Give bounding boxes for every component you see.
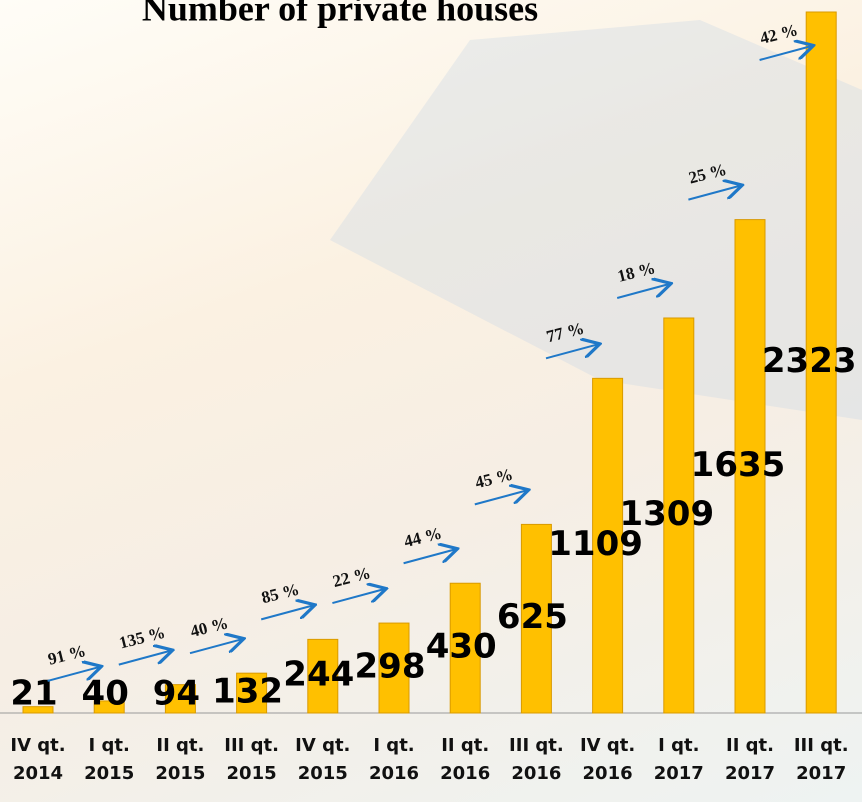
x-tick-label: III qt. 2016	[509, 735, 564, 784]
x-tick-label: IV qt. 2015	[295, 735, 351, 784]
value-label: 298	[355, 647, 426, 687]
bar	[734, 219, 766, 714]
chart-title: Number of private houses	[142, 0, 538, 28]
value-label: 244	[283, 655, 354, 695]
bar	[378, 622, 410, 714]
x-tick-label: I qt. 2017	[653, 735, 704, 784]
value-label: 1309	[619, 494, 714, 534]
growth-arrow	[332, 589, 384, 605]
growth-label: 44 %	[402, 523, 444, 551]
bar	[236, 672, 268, 714]
x-tick-label: II qt. 2016	[440, 735, 491, 784]
growth-arrow	[260, 605, 313, 621]
value-label: 430	[426, 627, 497, 667]
growth-label: 135 %	[117, 623, 167, 653]
x-tick-label: II qt. 2017	[724, 735, 776, 784]
x-tick-label: IV qt. 2016	[579, 735, 636, 784]
value-label: 625	[497, 597, 568, 637]
growth-arrow	[47, 667, 100, 682]
bar	[307, 638, 339, 714]
value-label: 132	[212, 672, 283, 712]
growth-arrow	[403, 549, 456, 565]
growth-arrow	[688, 186, 740, 201]
bar	[22, 706, 54, 714]
value-label: 2323	[762, 341, 857, 381]
value-label: 1635	[691, 445, 786, 485]
roof-decor	[330, 20, 862, 420]
growth-arrow	[189, 639, 242, 655]
growth-arrow	[118, 651, 171, 666]
x-tick-label: I qt. 2016	[368, 735, 420, 784]
growth-arrow	[545, 344, 598, 360]
bar	[93, 700, 125, 714]
growth-arrow	[616, 284, 669, 299]
bar	[663, 317, 695, 714]
bar	[805, 11, 837, 714]
x-tick-label: IV qt. 2014	[10, 735, 66, 784]
x-tick-label: III qt. 2015	[224, 735, 279, 784]
growth-label: 40 %	[188, 613, 230, 641]
x-tick-label: II qt. 2015	[155, 735, 206, 784]
bar	[520, 523, 552, 714]
growth-arrow	[474, 490, 527, 506]
growth-arrow	[759, 46, 812, 61]
growth-label: 42 %	[758, 20, 800, 48]
value-label: 94	[153, 674, 200, 714]
growth-label: 85 %	[260, 580, 302, 608]
bar	[164, 684, 196, 714]
x-tick-label: III qt. 2017	[793, 735, 849, 784]
x-tick-label: I qt. 2015	[84, 735, 135, 784]
bar	[449, 582, 481, 714]
growth-label: 45 %	[473, 465, 515, 493]
value-label: 1109	[548, 524, 643, 564]
growth-label: 22 %	[331, 563, 373, 591]
value-label: 40	[82, 674, 129, 714]
growth-label: 91 %	[46, 641, 88, 669]
bar	[592, 377, 624, 714]
